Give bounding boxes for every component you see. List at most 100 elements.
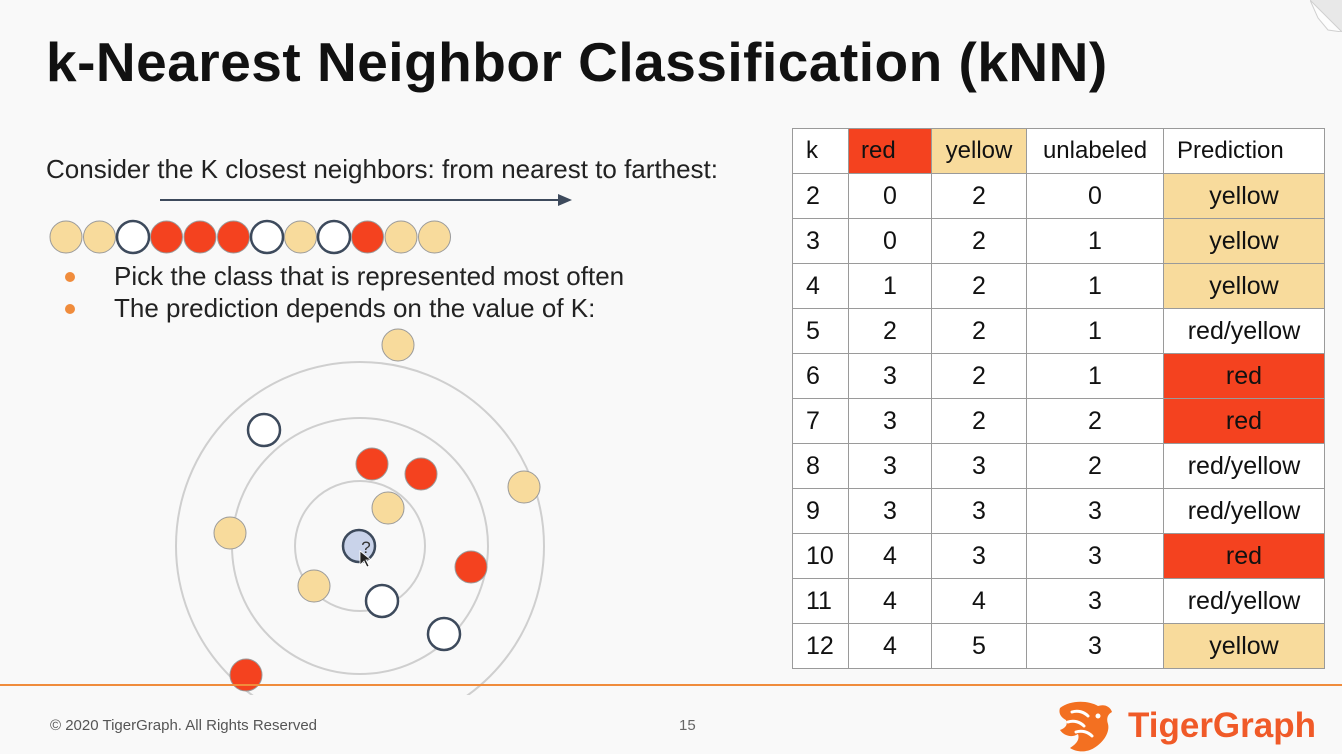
table-row: 9 3 3 3 red/yellow (792, 488, 1325, 534)
cell-unlabeled: 1 (1026, 263, 1164, 309)
data-point-yellow (213, 516, 247, 550)
cell-unlabeled: 3 (1026, 578, 1164, 624)
cell-red: 2 (848, 308, 932, 354)
data-point-yellow (371, 491, 405, 525)
data-point-yellow (297, 569, 331, 603)
cell-red: 3 (848, 488, 932, 534)
direction-arrow-icon (160, 194, 572, 206)
neighbor-dot-red (183, 220, 217, 254)
header-prediction: Prediction (1163, 128, 1325, 174)
cell-unlabeled: 2 (1026, 443, 1164, 489)
cell-k: 10 (792, 533, 849, 579)
header-unlabeled: unlabeled (1026, 128, 1164, 174)
table-header-row: k red yellow unlabeled Prediction (792, 128, 1325, 174)
neighbor-sequence (49, 219, 451, 255)
cell-unlabeled: 2 (1026, 398, 1164, 444)
neighbor-dot-unlabeled (249, 219, 285, 255)
bullet-item: Pick the class that is represented most … (62, 260, 624, 292)
neighbor-dot-unlabeled (316, 219, 352, 255)
data-point-red (404, 457, 438, 491)
cell-k: 4 (792, 263, 849, 309)
table-row: 8 3 3 2 red/yellow (792, 443, 1325, 489)
bullet-text: Pick the class that is represented most … (114, 261, 625, 291)
table-row: 12 4 5 3 yellow (792, 623, 1325, 669)
radius-ring-inner (294, 480, 426, 612)
cell-yellow: 2 (931, 173, 1027, 219)
cell-red: 3 (848, 398, 932, 444)
neighbor-dot-yellow (384, 220, 418, 254)
cell-prediction: red/yellow (1163, 443, 1325, 489)
neighbor-dot-yellow (284, 220, 317, 254)
cell-prediction: red/yellow (1163, 308, 1325, 354)
cell-k: 5 (792, 308, 849, 354)
table-row: 11 4 4 3 red/yellow (792, 578, 1325, 624)
neighbor-dot-yellow (83, 220, 116, 254)
cell-prediction: red (1163, 353, 1325, 399)
cell-k: 12 (792, 623, 849, 669)
table-row: 7 3 2 2 red (792, 398, 1325, 444)
cell-prediction: yellow (1163, 173, 1325, 219)
cell-yellow: 3 (931, 443, 1027, 489)
cell-prediction: red (1163, 398, 1325, 444)
cell-yellow: 3 (931, 488, 1027, 534)
cell-prediction: yellow (1163, 263, 1325, 309)
knn-table: k red yellow unlabeled Prediction 2 0 2 0 ye… (792, 128, 1325, 669)
cell-yellow: 2 (931, 398, 1027, 444)
radius-ring-outer (175, 361, 545, 695)
cell-red: 3 (848, 353, 932, 399)
bullet-dot-icon (65, 272, 75, 282)
page-curl-icon (1310, 0, 1342, 32)
cell-red: 4 (848, 533, 932, 579)
table-row: 10 4 3 3 red (792, 533, 1325, 579)
cell-yellow: 2 (931, 218, 1027, 264)
cell-k: 7 (792, 398, 849, 444)
table-row: 2 0 2 0 yellow (792, 173, 1325, 219)
cell-unlabeled: 1 (1026, 308, 1164, 354)
header-k: k (792, 128, 849, 174)
cell-red: 0 (848, 173, 932, 219)
bullet-dot-icon (65, 304, 75, 314)
data-point-yellow (507, 470, 541, 504)
table-row: 6 3 2 1 red (792, 353, 1325, 399)
neighbor-dot-yellow (49, 220, 83, 254)
cell-yellow: 2 (931, 308, 1027, 354)
query-label: ? (361, 538, 370, 557)
table-row: 5 2 2 1 red/yellow (792, 308, 1325, 354)
cell-unlabeled: 0 (1026, 173, 1164, 219)
neighbor-dot-unlabeled (115, 219, 151, 255)
cell-yellow: 3 (931, 533, 1027, 579)
cell-red: 4 (848, 578, 932, 624)
data-point-unlabeled (426, 616, 462, 652)
neighbor-dot-red (351, 220, 384, 254)
cell-k: 3 (792, 218, 849, 264)
cell-yellow: 4 (931, 578, 1027, 624)
footer-divider (0, 684, 1342, 686)
brand-name: TigerGraph (1128, 706, 1317, 745)
bullet-text: The prediction depends on the value of K… (114, 293, 596, 323)
neighbor-dot-red (150, 220, 183, 254)
neighbor-dot-yellow (418, 220, 451, 254)
cell-unlabeled: 1 (1026, 353, 1164, 399)
cell-k: 6 (792, 353, 849, 399)
cell-unlabeled: 3 (1026, 533, 1164, 579)
slide-title: k-Nearest Neighbor Classification (kNN) (46, 31, 1108, 93)
cell-k: 8 (792, 443, 849, 489)
cell-prediction: yellow (1163, 218, 1325, 264)
table-row: 3 0 2 1 yellow (792, 218, 1325, 264)
lead-text: Consider the K closest neighbors: from n… (46, 154, 719, 184)
data-point-yellow (381, 328, 415, 362)
data-point-unlabeled (246, 412, 282, 448)
cursor-icon (359, 550, 373, 568)
data-point-red (355, 447, 389, 481)
data-point-red (454, 550, 488, 584)
cell-k: 9 (792, 488, 849, 534)
table-row: 4 1 2 1 yellow (792, 263, 1325, 309)
cell-prediction: red/yellow (1163, 578, 1325, 624)
header-red: red (848, 128, 932, 174)
cell-red: 0 (848, 218, 932, 264)
cell-red: 3 (848, 443, 932, 489)
copyright-text: © 2020 TigerGraph. All Rights Reserved (50, 717, 318, 734)
cell-yellow: 2 (931, 353, 1027, 399)
bullet-list: Pick the class that is represented most … (62, 260, 624, 324)
data-point-unlabeled (364, 583, 400, 619)
